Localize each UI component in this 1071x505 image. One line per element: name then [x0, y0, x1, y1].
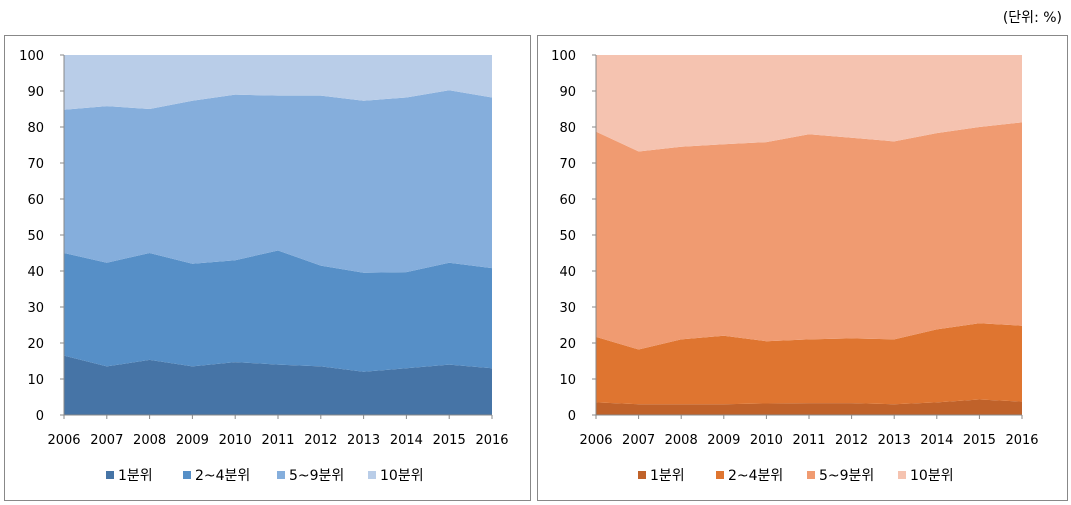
- x-tick-label: 2012: [835, 433, 868, 448]
- x-tick-label: 2009: [176, 433, 209, 448]
- y-tick-label: 90: [27, 85, 44, 100]
- y-tick-label: 30: [27, 301, 44, 316]
- x-tick-label: 2011: [792, 433, 825, 448]
- y-tick-label: 40: [27, 265, 44, 280]
- legend-label: 1분위: [650, 468, 685, 484]
- legend-swatch: [277, 471, 285, 479]
- y-tick-label: 60: [559, 193, 576, 208]
- y-tick-label: 20: [559, 337, 576, 352]
- x-tick-label: 2011: [261, 433, 294, 448]
- x-tick-label: 2008: [665, 433, 698, 448]
- x-tick-label: 2006: [47, 433, 80, 448]
- area: [64, 90, 492, 273]
- y-tick-label: 90: [559, 85, 576, 100]
- x-tick-label: 2010: [750, 433, 783, 448]
- legend-swatch: [106, 471, 114, 479]
- x-tick-label: 2012: [304, 433, 337, 448]
- y-tick-label: 80: [559, 121, 576, 136]
- area: [64, 55, 492, 110]
- legend-label: 2~4분위: [728, 468, 783, 484]
- legend-label: 1분위: [118, 468, 153, 484]
- x-tick-label: 2015: [963, 433, 996, 448]
- y-tick-label: 10: [27, 373, 44, 388]
- area: [596, 55, 1022, 152]
- x-tick-label: 2016: [1005, 433, 1038, 448]
- y-tick-label: 60: [27, 193, 44, 208]
- legend-swatch: [638, 471, 646, 479]
- y-tick-label: 0: [568, 409, 576, 424]
- x-tick-label: 2006: [579, 433, 612, 448]
- unit-note: (단위: %): [1003, 10, 1062, 26]
- legend-label: 5~9분위: [289, 468, 344, 484]
- x-tick-label: 2013: [878, 433, 911, 448]
- y-tick-label: 0: [36, 409, 44, 424]
- legend-label: 5~9분위: [819, 468, 874, 484]
- area: [64, 250, 492, 372]
- y-tick-label: 70: [559, 157, 576, 172]
- legend-swatch: [898, 471, 906, 479]
- x-tick-label: 2007: [622, 433, 655, 448]
- y-tick-label: 50: [559, 229, 576, 244]
- x-tick-label: 2007: [90, 433, 123, 448]
- x-tick-label: 2010: [219, 433, 252, 448]
- area: [64, 355, 492, 415]
- x-tick-label: 2016: [475, 433, 508, 448]
- legend-swatch: [368, 471, 376, 479]
- area: [596, 323, 1022, 405]
- y-tick-label: 100: [551, 49, 576, 64]
- legend-swatch: [183, 471, 191, 479]
- x-tick-label: 2008: [133, 433, 166, 448]
- y-tick-label: 30: [559, 301, 576, 316]
- y-tick-label: 40: [559, 265, 576, 280]
- y-tick-label: 20: [27, 337, 44, 352]
- x-tick-label: 2014: [390, 433, 423, 448]
- legend-swatch: [716, 471, 724, 479]
- legend-label: 10분위: [380, 468, 424, 484]
- area: [596, 399, 1022, 415]
- y-tick-label: 50: [27, 229, 44, 244]
- y-tick-label: 70: [27, 157, 44, 172]
- y-tick-label: 100: [19, 49, 44, 64]
- legend-label: 2~4분위: [195, 468, 250, 484]
- x-tick-label: 2009: [707, 433, 740, 448]
- y-tick-label: 10: [559, 373, 576, 388]
- x-tick-label: 2014: [920, 433, 953, 448]
- x-tick-label: 2015: [433, 433, 466, 448]
- area: [596, 122, 1022, 350]
- legend-label: 10분위: [910, 468, 954, 484]
- y-tick-label: 80: [27, 121, 44, 136]
- x-tick-label: 2013: [347, 433, 380, 448]
- legend-swatch: [807, 471, 815, 479]
